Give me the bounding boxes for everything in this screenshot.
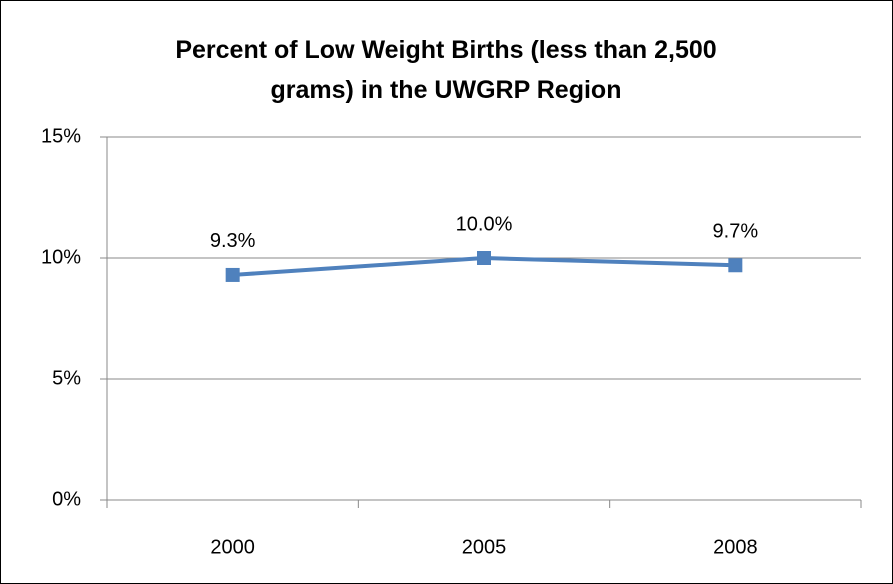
y-tick-label: 0% — [52, 488, 81, 510]
data-label: 10.0% — [456, 213, 513, 235]
point-marker — [477, 251, 491, 265]
y-tick-label: 10% — [41, 246, 81, 268]
data-label: 9.3% — [210, 230, 256, 252]
x-tick-label: 2000 — [210, 536, 255, 558]
point-marker — [225, 267, 240, 282]
y-tick-label: 5% — [52, 367, 81, 389]
y-tick-label: 15% — [41, 125, 81, 147]
chart-title: Percent of Low Weight Births (less than … — [175, 36, 717, 104]
point-marker — [728, 258, 743, 273]
x-tick-label: 2005 — [462, 536, 507, 558]
data-label: 9.7% — [713, 221, 759, 243]
x-tick-label: 2008 — [713, 536, 758, 558]
